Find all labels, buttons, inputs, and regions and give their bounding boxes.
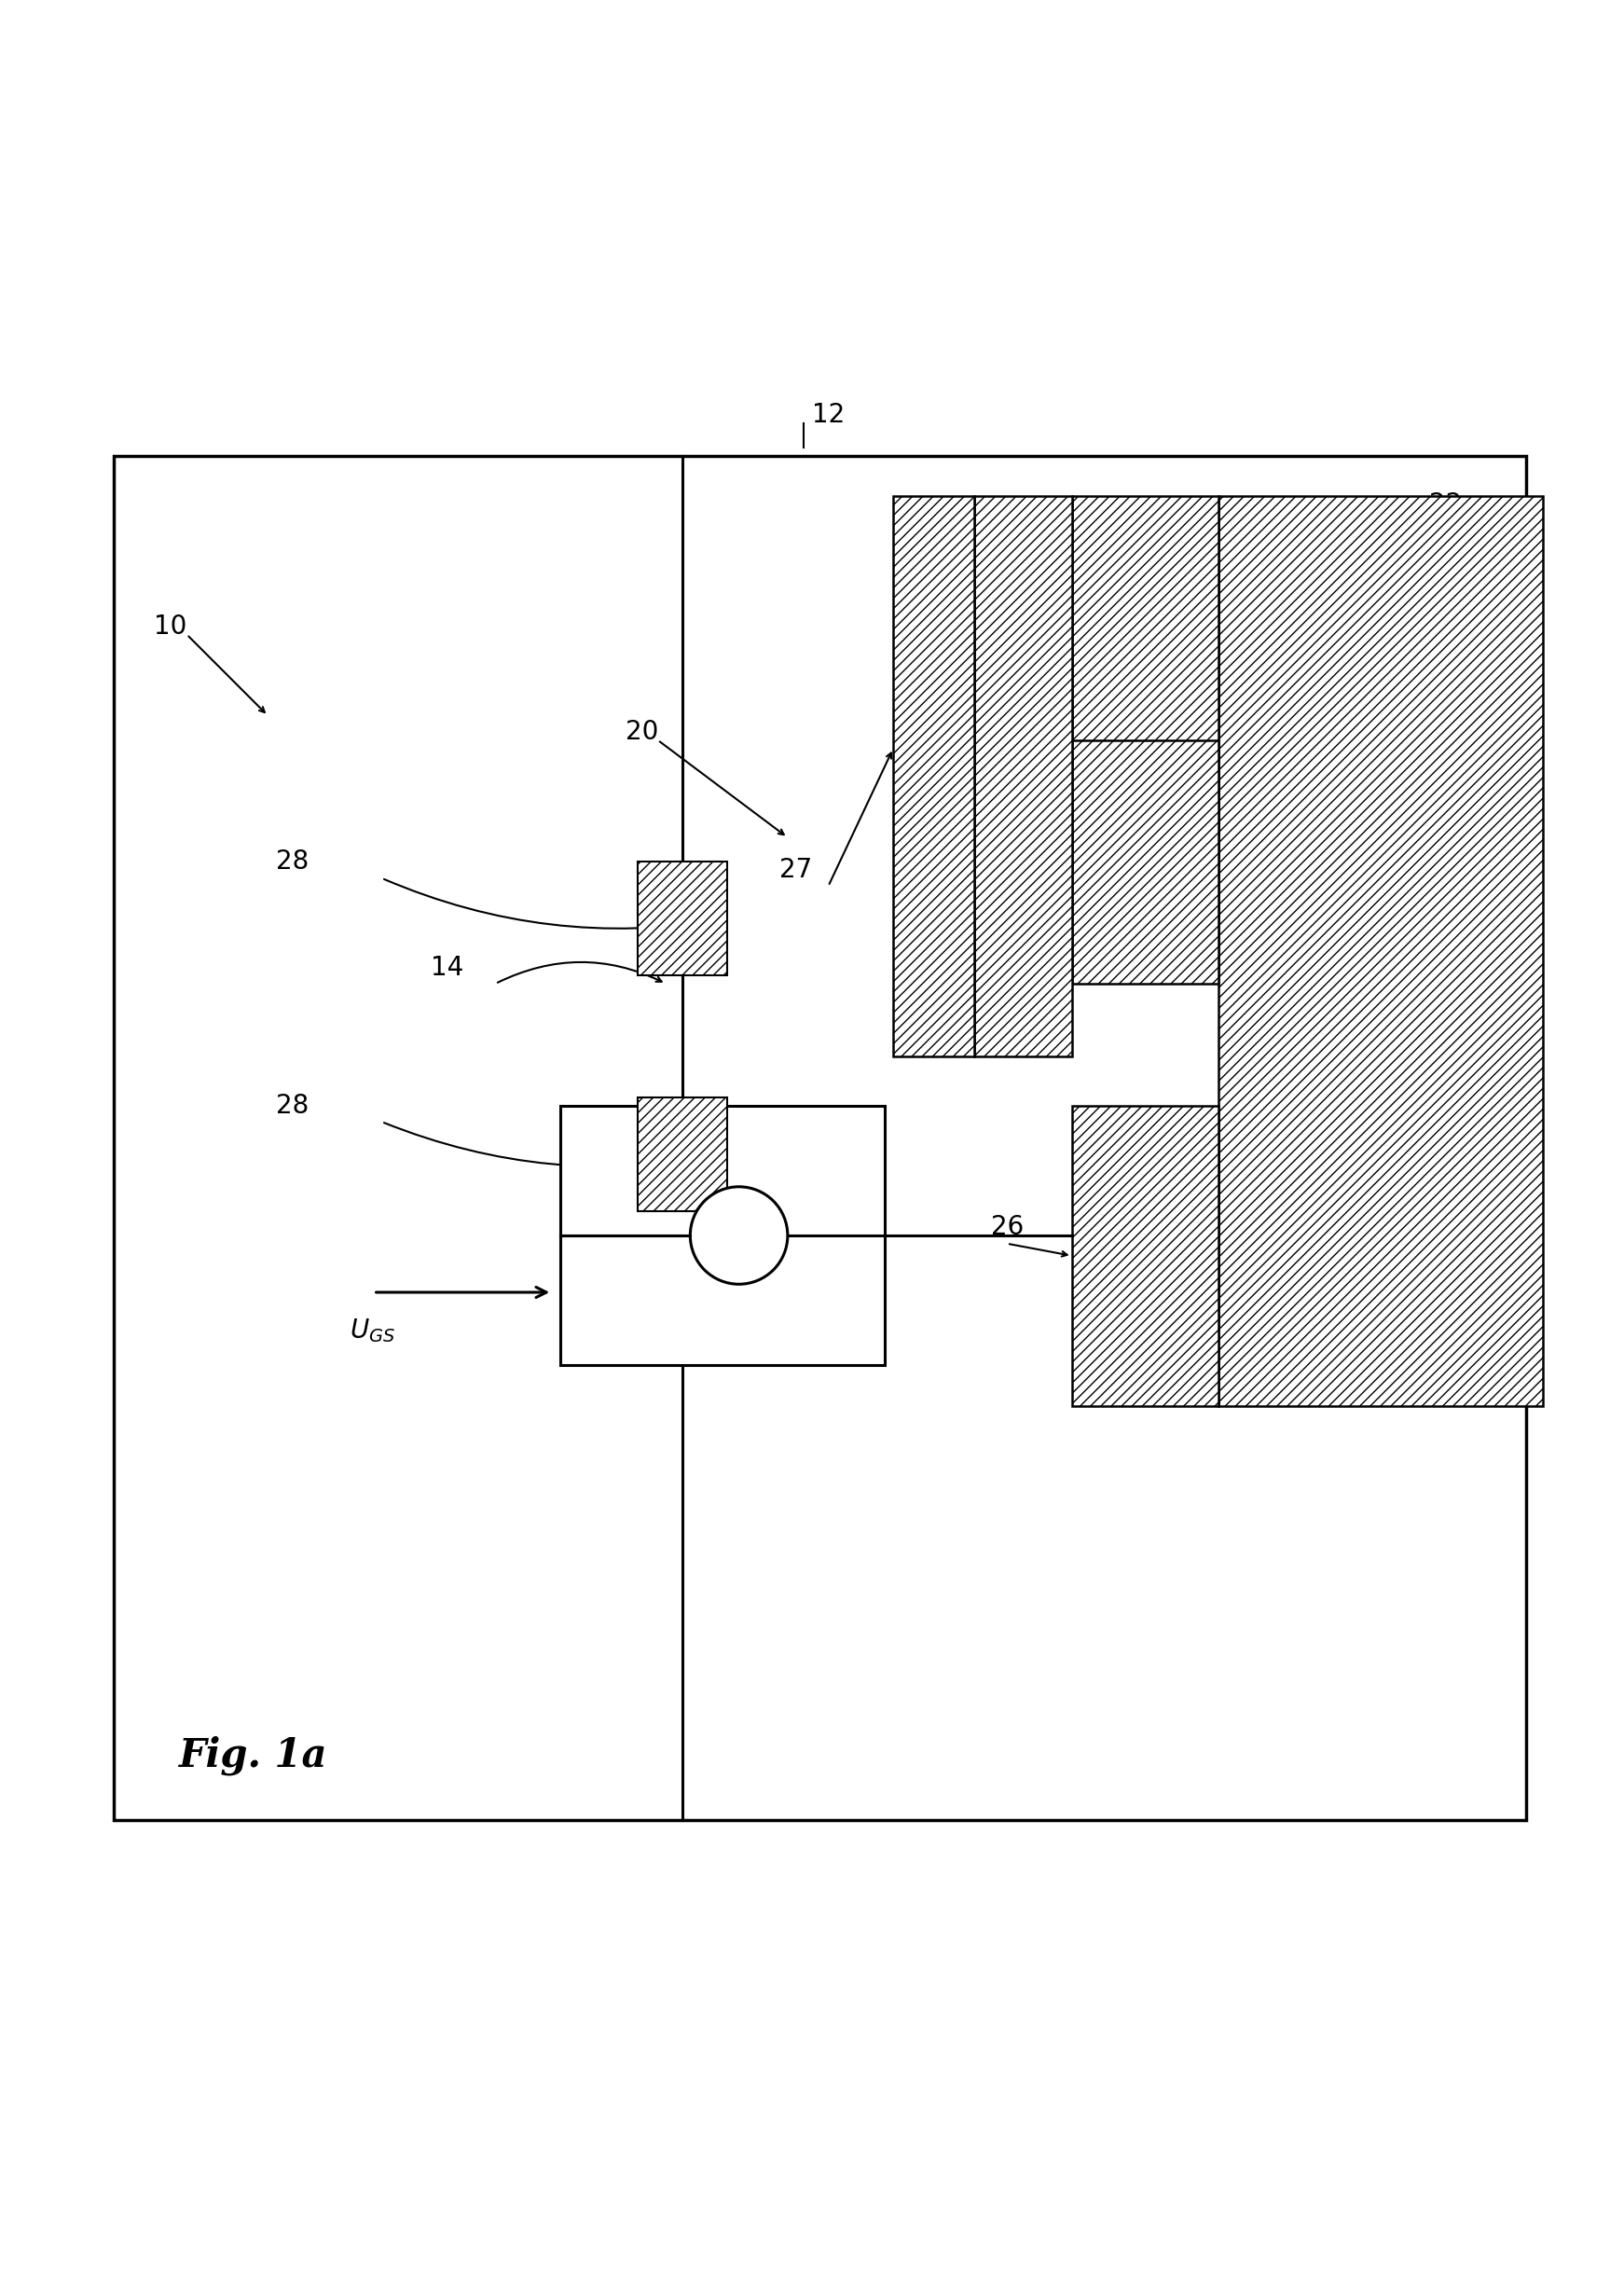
Text: 20: 20 [625, 719, 658, 744]
Text: 24: 24 [1072, 783, 1104, 810]
Text: Fig. 1a: Fig. 1a [179, 1734, 328, 1775]
Text: 27: 27 [780, 858, 812, 883]
Bar [974, 496, 1072, 1056]
Text: 23: 23 [1015, 662, 1047, 687]
Bar [1218, 496, 1543, 1407]
Text: 28: 28 [276, 849, 309, 874]
Bar [560, 1106, 885, 1366]
Bar [637, 1097, 726, 1211]
Text: 14: 14 [430, 954, 463, 981]
Bar [1072, 1106, 1218, 1407]
Text: 28: 28 [276, 1092, 309, 1118]
Text: 26: 26 [991, 1215, 1023, 1240]
Text: 22: 22 [1429, 492, 1462, 517]
Bar [637, 863, 726, 976]
Text: 25: 25 [950, 703, 983, 728]
Bar [114, 455, 1527, 1821]
Bar [893, 496, 974, 1056]
Text: 12: 12 [812, 403, 844, 428]
Bar [1072, 740, 1218, 983]
Text: 10: 10 [154, 612, 187, 640]
Text: $U_{GS}$: $U_{GS}$ [349, 1318, 395, 1345]
Circle shape [690, 1186, 788, 1284]
Bar [1072, 496, 1218, 863]
